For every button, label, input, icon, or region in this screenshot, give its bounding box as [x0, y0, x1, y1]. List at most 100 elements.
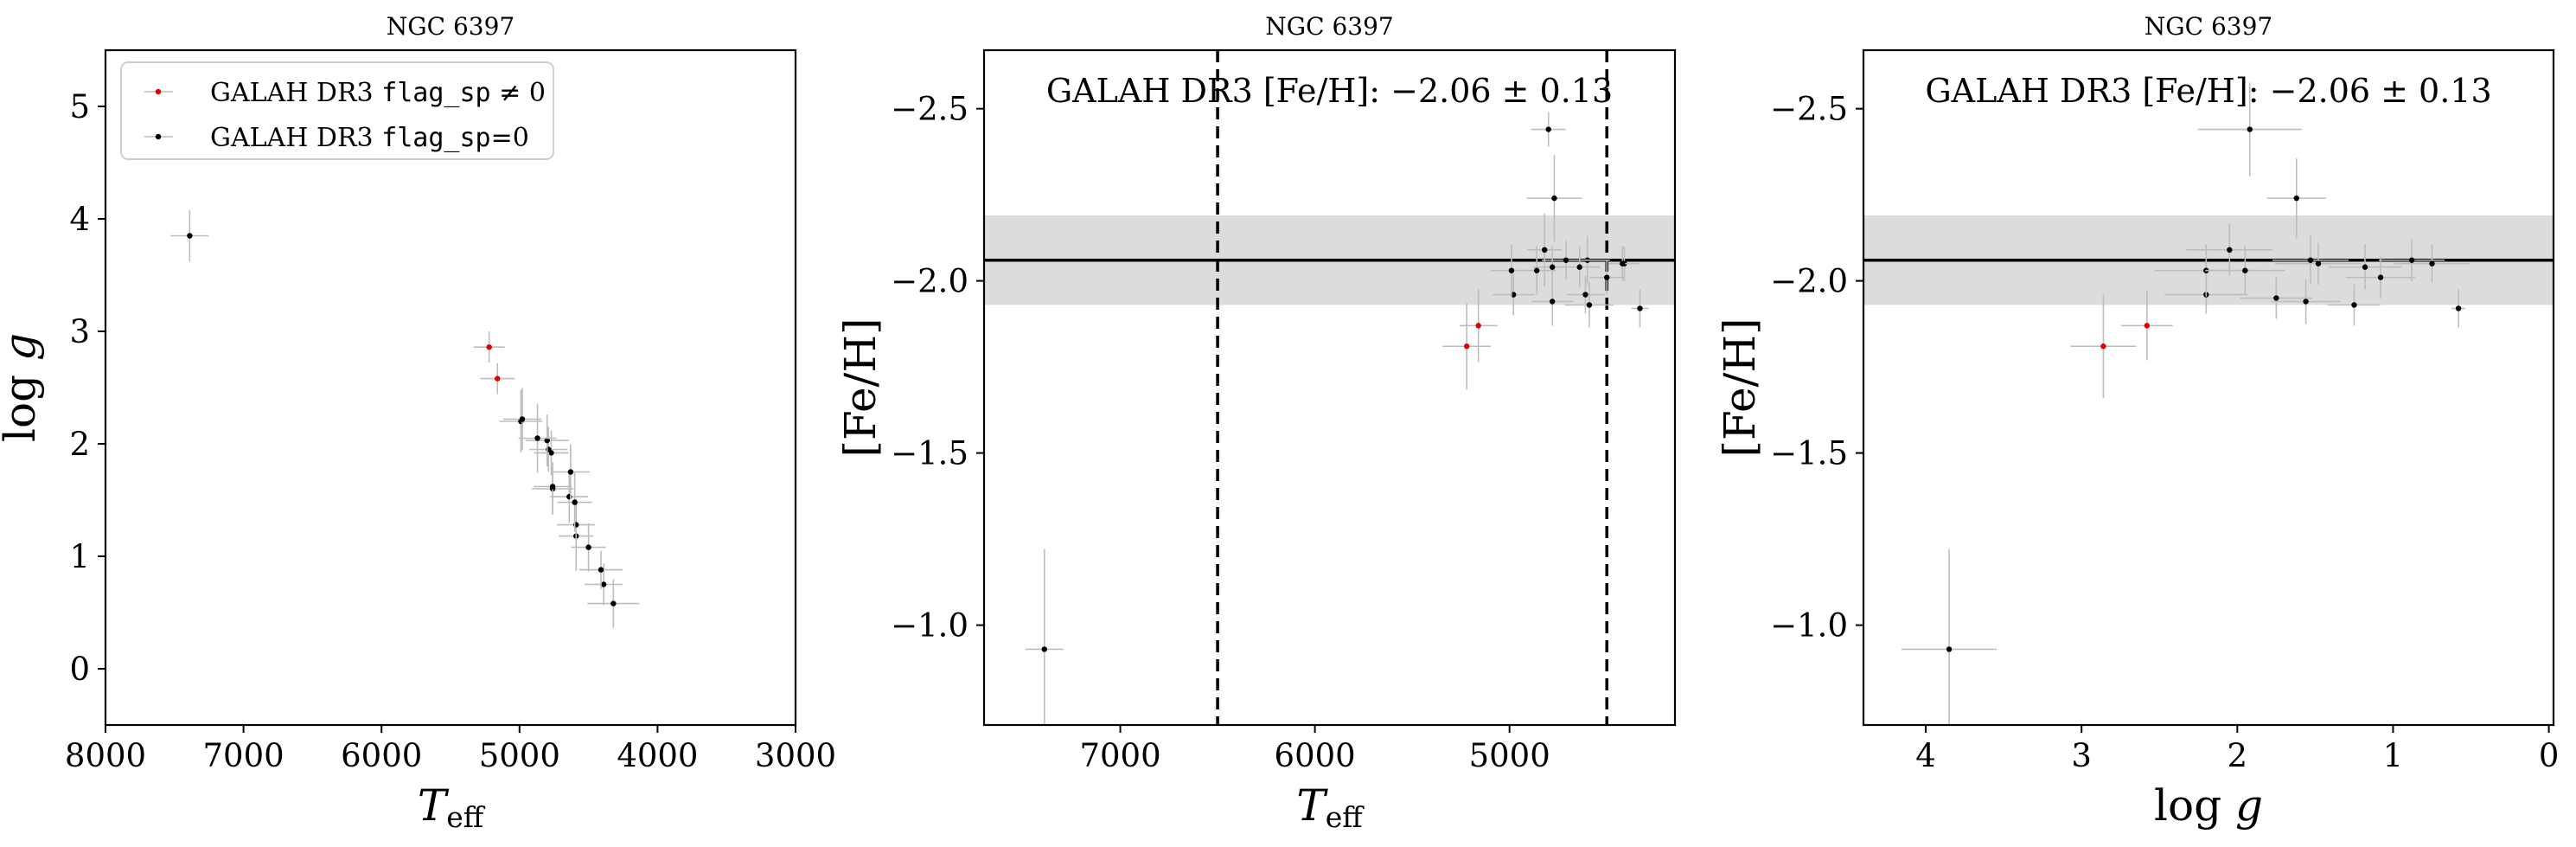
y-tick-label: −1.5: [1770, 435, 1848, 472]
data-point: [187, 233, 193, 239]
panel-title: NGC 6397: [2145, 12, 2272, 41]
x-axis-label: Teff: [1296, 780, 1365, 834]
data-point: [2429, 260, 2435, 266]
y-tick-label: 5: [69, 88, 90, 125]
y-tick-label: −2.5: [1770, 91, 1848, 128]
data-point: [2293, 195, 2299, 202]
feh-annotation: GALAH DR3 [Fe/H]: −2.06 ± 0.13: [1046, 72, 1613, 110]
data-point: [2303, 298, 2309, 305]
data-point: [1551, 195, 1557, 202]
data-point: [1475, 323, 1481, 329]
y-tick-label: −1.0: [891, 607, 968, 645]
legend-marker: [155, 88, 162, 95]
y-tick-label: 0: [69, 651, 90, 688]
legend-label-1: GALAH DR3 flag_sp=0: [210, 123, 529, 153]
data-point: [1550, 298, 1556, 305]
data-point: [2351, 302, 2357, 308]
plot-feh-vs-logg: 4 3 2 1 0 −1.0 −1.5 −2.0 −2.5 NGC 6397 log g [Fe/H]…: [1715, 12, 2559, 831]
x-axis-label: log g: [2154, 780, 2263, 831]
data-point: [1563, 257, 1569, 263]
x-tick-label: 6000: [1275, 737, 1356, 774]
data-point: [2307, 257, 2314, 263]
series-unflagged: [1025, 112, 1649, 725]
y-axis-label: [Fe/H]: [835, 318, 885, 457]
y-tick-label: −2.0: [1770, 263, 1848, 300]
data-point: [549, 484, 556, 490]
data-point: [1463, 343, 1470, 350]
data-point: [1946, 646, 1953, 652]
data-point: [519, 416, 526, 422]
plot-area: [984, 50, 1675, 725]
x-tick-label: 3000: [755, 737, 836, 774]
data-point: [1576, 264, 1582, 270]
y-tick-label: 1: [69, 538, 90, 575]
data-point: [1542, 247, 1548, 253]
data-point: [567, 469, 574, 475]
y-axis-label: log g: [0, 333, 45, 442]
series-unflagged: [170, 209, 640, 628]
x-tick-label: 4000: [617, 737, 698, 774]
y-tick-label: 4: [69, 201, 90, 238]
x-tick-label: 2: [2228, 737, 2248, 774]
y-axis-label: [Fe/H]: [1715, 318, 1765, 457]
x-tick-label: 3: [2071, 737, 2092, 774]
data-point: [610, 600, 617, 606]
legend-marker: [155, 133, 162, 140]
data-point: [1550, 264, 1556, 270]
plot-feh-vs-teff: 7000 6000 5000 −1.0 −1.5 −2.0 −2.5 NGC 6397 Teff…: [835, 12, 1677, 834]
data-point: [1582, 292, 1588, 298]
data-point: [2227, 247, 2233, 253]
data-point: [2408, 257, 2415, 263]
legend: GALAH DR3 flag_sp ≠ 0 GALAH DR3 flag_sp=0: [120, 61, 554, 160]
series-flagged: [2070, 291, 2173, 399]
data-point: [544, 437, 550, 444]
data-point: [2273, 295, 2279, 301]
data-point: [2315, 260, 2322, 266]
axes-frame: [1862, 48, 2555, 727]
x-tick-label: 1: [2383, 737, 2404, 774]
x-axis-label: Teff: [418, 780, 486, 834]
series-flagged: [473, 331, 515, 395]
data-point: [1604, 274, 1610, 280]
data-point: [600, 581, 607, 587]
y-tick-label: −1.5: [891, 435, 968, 472]
data-point: [2247, 126, 2253, 132]
y-tick-label: 2: [69, 426, 90, 463]
series-unflagged: [1902, 82, 2471, 725]
x-tick-label: 4: [1915, 737, 1936, 774]
data-point: [1545, 126, 1551, 132]
plot-logg-vs-teff: 8000 7000 6000 5000 4000 3000 0 1 2 3 4 5 NGC 6397 Te…: [0, 12, 836, 834]
x-tick-label: 0: [2539, 737, 2560, 774]
x-tick-label: 6000: [341, 737, 422, 774]
plot-area: [170, 209, 640, 628]
data-point: [572, 499, 578, 505]
x-tick-label: 7000: [1079, 737, 1160, 774]
data-point: [2100, 343, 2106, 350]
data-point: [2242, 267, 2248, 273]
data-point: [1586, 302, 1593, 308]
y-tick-label: −2.0: [891, 263, 968, 300]
x-tick-label: 8000: [65, 737, 146, 774]
data-point: [495, 375, 501, 382]
y-tick-label: −2.5: [891, 91, 968, 128]
data-point: [1041, 646, 1047, 652]
data-point: [1534, 267, 1540, 273]
data-point: [1620, 260, 1626, 266]
y-tick-label: 3: [69, 313, 90, 350]
feh-annotation: GALAH DR3 [Fe/H]: −2.06 ± 0.13: [1925, 72, 2491, 110]
data-point: [2377, 274, 2384, 280]
data-point: [2144, 323, 2151, 329]
data-point: [534, 435, 540, 441]
axes-frame: [104, 48, 797, 727]
data-point: [486, 344, 492, 350]
data-point: [1508, 267, 1515, 273]
x-tick-label: 7000: [203, 737, 284, 774]
data-point: [2362, 264, 2368, 270]
axes-frame: [982, 48, 1677, 727]
panel-title: NGC 6397: [387, 12, 515, 41]
legend-box: [120, 61, 554, 160]
x-tick-label: 5000: [1469, 737, 1550, 774]
data-point: [598, 567, 604, 573]
series-flagged: [1442, 289, 1498, 390]
